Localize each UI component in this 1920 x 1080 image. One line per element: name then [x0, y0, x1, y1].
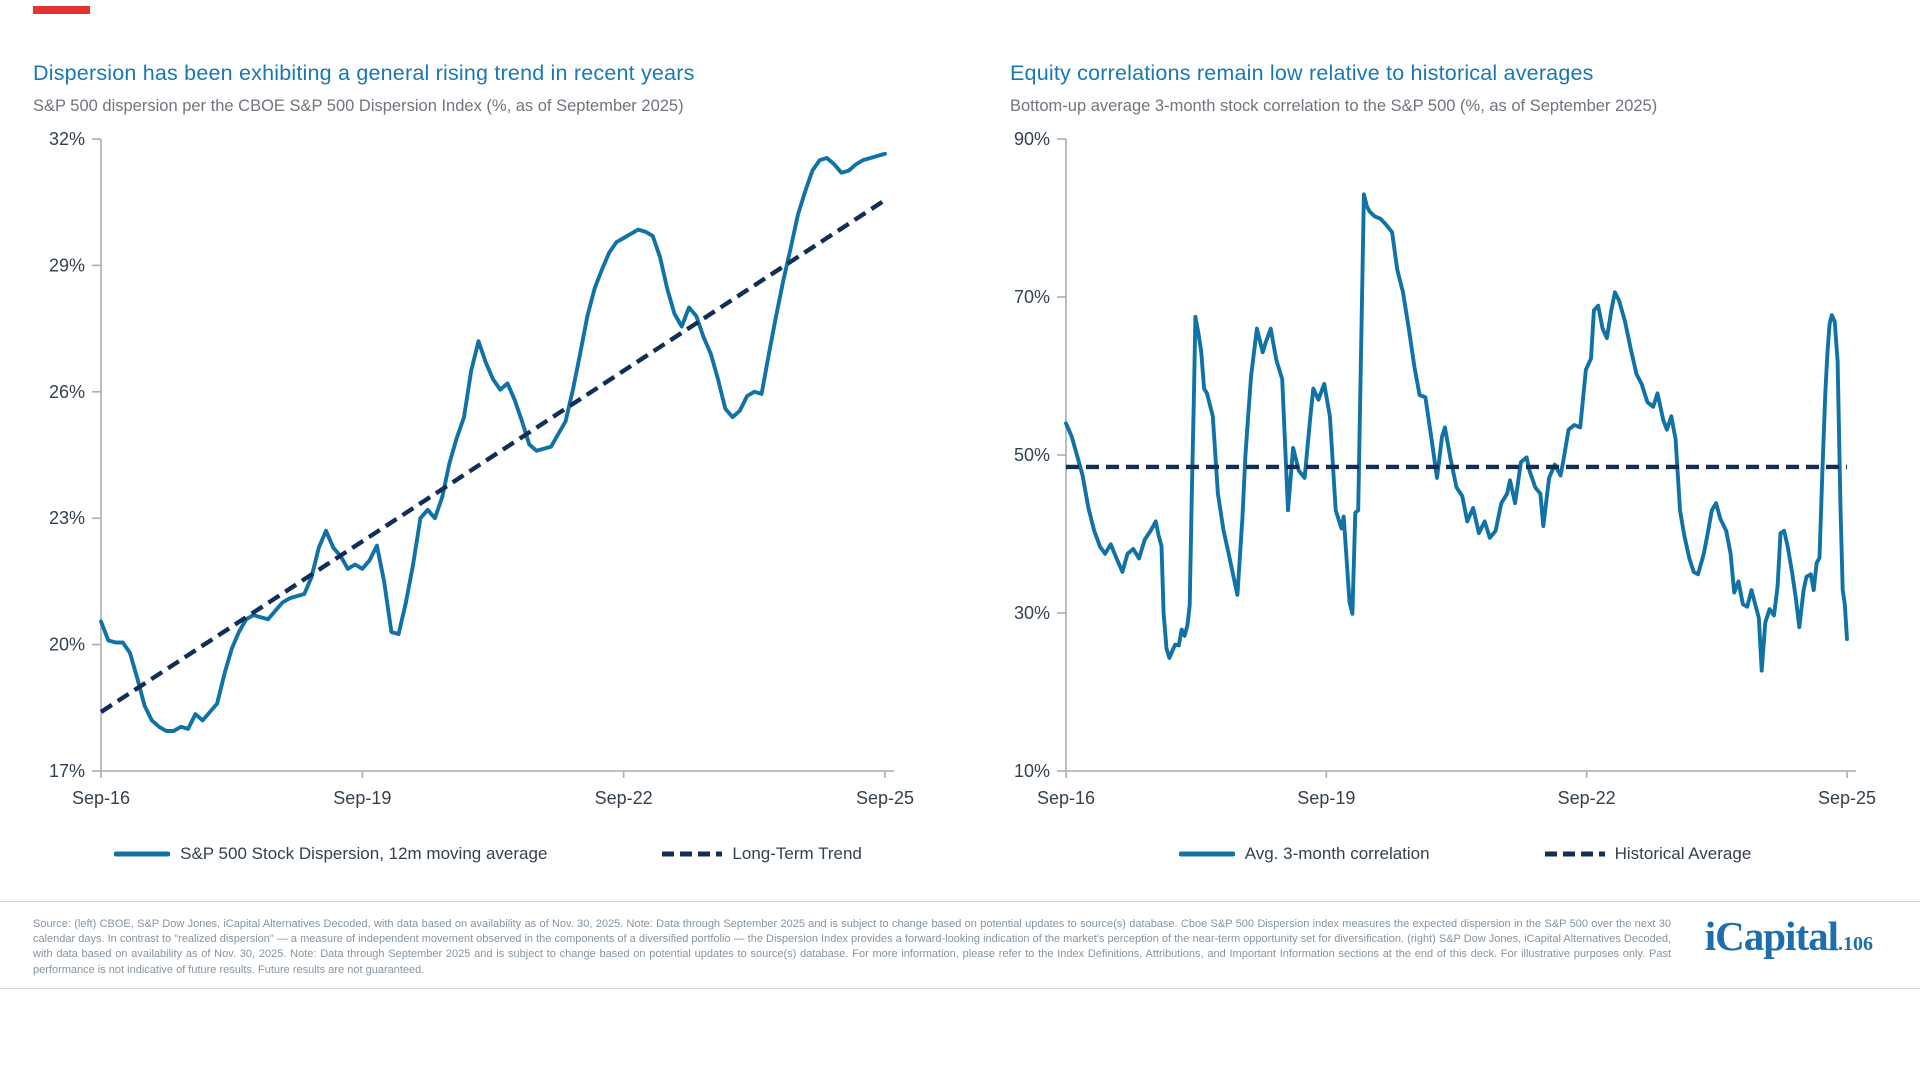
legend-item-average-line: Historical Average	[1544, 844, 1752, 864]
svg-text:Sep-22: Sep-22	[595, 788, 653, 808]
correlation-chart: 90% 70% 50% 30% 10% Sep-16 Sep-19 Sep-22 Sep-25	[1014, 129, 1876, 808]
svg-text:70%: 70%	[1014, 287, 1050, 307]
dispersion-chart-title: Dispersion has been exhibiting a general…	[33, 61, 695, 85]
solid-line-swatch-icon	[1178, 851, 1235, 857]
svg-text:Sep-25: Sep-25	[856, 788, 914, 808]
svg-text:17%: 17%	[49, 761, 85, 781]
dispersion-chart-subtitle: S&P 500 dispersion per the CBOE S&P 500 …	[33, 97, 684, 115]
svg-text:Sep-22: Sep-22	[1558, 788, 1616, 808]
correlation-chart-subtitle: Bottom-up average 3-month stock correlat…	[1010, 97, 1658, 115]
icapital-wordmark: iCapital	[1704, 913, 1839, 959]
correlation-legend: Avg. 3-month correlation Historical Aver…	[1010, 844, 1920, 864]
correlation-chart-title: Equity correlations remain low relative …	[1010, 61, 1594, 85]
svg-text:Sep-19: Sep-19	[1297, 788, 1355, 808]
accent-bar	[33, 6, 90, 14]
svg-text:29%: 29%	[49, 255, 85, 275]
legend-label: Avg. 3-month correlation	[1244, 844, 1430, 863]
svg-text:90%: 90%	[1014, 129, 1050, 149]
dashed-line-swatch-icon	[1544, 851, 1605, 857]
svg-text:Sep-16: Sep-16	[72, 788, 130, 808]
legend-item-trend-line: Long-Term Trend	[662, 844, 862, 864]
dispersion-panel: Dispersion has been exhibiting a general…	[33, 60, 943, 864]
footer-top-divider	[0, 901, 1920, 902]
legend-item-correlation-line: Avg. 3-month correlation	[1178, 844, 1430, 864]
svg-text:Sep-16: Sep-16	[1037, 788, 1095, 808]
legend-label: Long-Term Trend	[732, 844, 862, 863]
icapital-logo: iCapital .106	[1705, 912, 1873, 960]
svg-text:50%: 50%	[1014, 445, 1050, 465]
legend-label: Historical Average	[1614, 844, 1752, 863]
correlation-panel: Equity correlations remain low relative …	[1010, 60, 1920, 864]
dispersion-legend: S&P 500 Stock Dispersion, 12m moving ave…	[33, 844, 943, 864]
legend-label: S&P 500 Stock Dispersion, 12m moving ave…	[180, 844, 548, 863]
svg-text:Sep-25: Sep-25	[1818, 788, 1876, 808]
svg-text:30%: 30%	[1014, 603, 1050, 623]
solid-line-swatch-icon	[114, 851, 171, 857]
svg-text:10%: 10%	[1014, 761, 1050, 781]
svg-text:23%: 23%	[49, 508, 85, 528]
legend-item-dispersion-line: S&P 500 Stock Dispersion, 12m moving ave…	[114, 844, 547, 864]
page-number: .106	[1838, 933, 1873, 955]
source-disclaimer-text: Source: (left) CBOE, S&P Dow Jones, iCap…	[33, 918, 1671, 976]
svg-text:26%: 26%	[49, 382, 85, 402]
footer-bottom-divider	[0, 988, 1920, 989]
svg-text:20%: 20%	[49, 635, 85, 655]
svg-text:32%: 32%	[49, 129, 85, 149]
charts-row: Dispersion has been exhibiting a general…	[33, 60, 1920, 864]
dispersion-chart: 32% 29% 26% 23% 20% 17% Sep-16 Sep-19 Sep-22 Sep-…	[49, 129, 914, 808]
dashed-line-swatch-icon	[662, 851, 723, 857]
svg-text:Sep-19: Sep-19	[333, 788, 391, 808]
